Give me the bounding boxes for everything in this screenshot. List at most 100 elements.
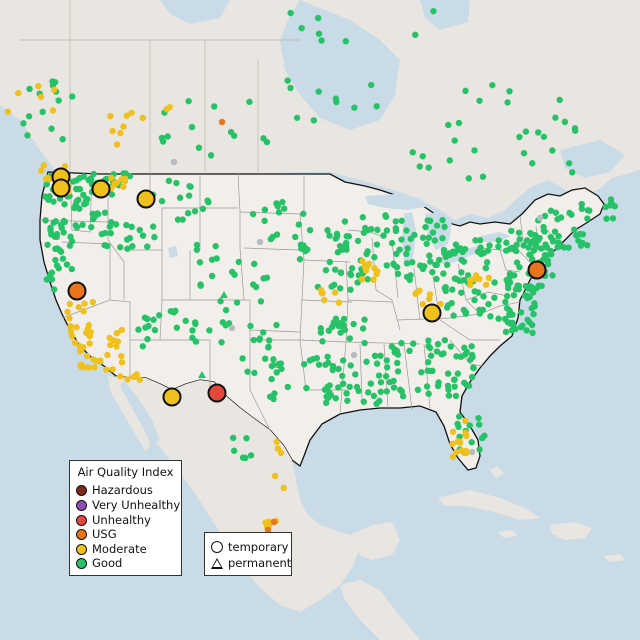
legend-item-hazardous: Hazardous bbox=[76, 483, 153, 497]
station-dot bbox=[128, 223, 135, 231]
station-dot bbox=[331, 289, 339, 296]
station-dot bbox=[274, 203, 281, 210]
station-dot bbox=[264, 526, 272, 534]
station-dot bbox=[37, 93, 45, 101]
station-dot bbox=[427, 217, 434, 225]
station-dot bbox=[462, 87, 469, 95]
station-dot bbox=[476, 237, 484, 244]
very-unhealthy-swatch-icon bbox=[76, 499, 87, 511]
station-dot bbox=[342, 242, 349, 249]
station-dot bbox=[447, 343, 454, 350]
station-dot bbox=[336, 320, 343, 327]
station-dot bbox=[86, 340, 93, 347]
triangle-icon bbox=[211, 557, 223, 569]
station-dot bbox=[433, 348, 441, 355]
station-dot bbox=[449, 428, 457, 435]
station-dot bbox=[495, 237, 502, 244]
station-dot bbox=[218, 118, 226, 126]
station-dot bbox=[514, 282, 521, 289]
station-dot bbox=[419, 153, 426, 160]
station-dot bbox=[40, 162, 48, 169]
station-dot bbox=[393, 347, 401, 355]
station-dot bbox=[112, 221, 120, 228]
station-dot bbox=[126, 234, 134, 242]
station-dot bbox=[15, 89, 22, 97]
station-dot bbox=[82, 199, 90, 207]
station-dot bbox=[123, 221, 130, 229]
station-dot bbox=[502, 315, 509, 323]
station-dot bbox=[513, 241, 520, 248]
station-dot bbox=[489, 81, 496, 89]
station-dot bbox=[284, 383, 292, 391]
station-dot bbox=[424, 358, 432, 366]
station-dot bbox=[117, 129, 124, 137]
station-dot bbox=[383, 357, 390, 364]
station-dot bbox=[451, 275, 459, 282]
station-dot bbox=[124, 376, 131, 383]
unhealthy-swatch-icon bbox=[76, 514, 87, 526]
station-dot bbox=[540, 256, 547, 263]
station-dot bbox=[120, 123, 127, 130]
bahamas bbox=[490, 466, 504, 478]
station-dot bbox=[332, 95, 340, 102]
station-dot bbox=[541, 212, 549, 220]
station-dot bbox=[50, 86, 58, 93]
station-dot bbox=[53, 233, 60, 241]
station-dot bbox=[50, 198, 57, 205]
station-dot bbox=[367, 380, 374, 387]
station-dot bbox=[532, 243, 540, 251]
station-dot bbox=[413, 289, 421, 296]
station-dot bbox=[239, 355, 246, 362]
station-dot bbox=[513, 259, 521, 266]
station-dot bbox=[491, 294, 498, 301]
station-dot bbox=[151, 326, 159, 334]
station-dot bbox=[87, 175, 95, 182]
station-dot bbox=[419, 265, 427, 273]
station-dot bbox=[394, 368, 402, 375]
station-dot bbox=[228, 268, 236, 276]
station-dot bbox=[455, 423, 462, 431]
station-dot bbox=[106, 334, 113, 342]
legend-label: permanent bbox=[228, 556, 292, 570]
station-dot bbox=[472, 237, 479, 244]
station-dot bbox=[210, 103, 218, 110]
station-dot bbox=[426, 367, 434, 375]
station-dot bbox=[52, 256, 59, 264]
station-dot bbox=[578, 205, 586, 213]
station-dot bbox=[97, 357, 104, 364]
station-dot bbox=[439, 235, 446, 242]
station-dot bbox=[487, 313, 494, 320]
station-dot bbox=[287, 84, 294, 92]
station-dot bbox=[476, 306, 483, 314]
station-dot bbox=[344, 397, 351, 404]
station-dot bbox=[479, 173, 487, 180]
station-dot bbox=[207, 152, 215, 159]
station-dot bbox=[602, 203, 609, 211]
station-dot bbox=[342, 38, 350, 45]
station-dot bbox=[218, 339, 225, 346]
station-dot bbox=[461, 245, 469, 253]
station-dot bbox=[324, 359, 332, 367]
station-dot bbox=[158, 197, 166, 205]
station-dot bbox=[439, 216, 446, 224]
station-dot bbox=[398, 388, 405, 395]
station-dot bbox=[359, 325, 367, 332]
station-dot bbox=[173, 324, 181, 331]
legend-label: Moderate bbox=[92, 542, 147, 556]
station-dot bbox=[535, 129, 542, 136]
station-dot bbox=[542, 241, 549, 248]
station-dot bbox=[609, 215, 617, 222]
station-dot bbox=[20, 120, 27, 127]
legend-item-usg: USG bbox=[76, 527, 117, 541]
station-dot bbox=[527, 229, 534, 237]
station-dot bbox=[326, 258, 333, 266]
station-dot bbox=[109, 127, 116, 135]
station-dot bbox=[511, 246, 519, 254]
station-dot bbox=[176, 194, 184, 201]
station-dot bbox=[306, 357, 314, 364]
station-dot bbox=[188, 123, 196, 131]
station-dot bbox=[219, 319, 227, 326]
station-dot bbox=[578, 200, 585, 208]
station-dot bbox=[222, 306, 230, 314]
station-dot bbox=[118, 359, 126, 366]
